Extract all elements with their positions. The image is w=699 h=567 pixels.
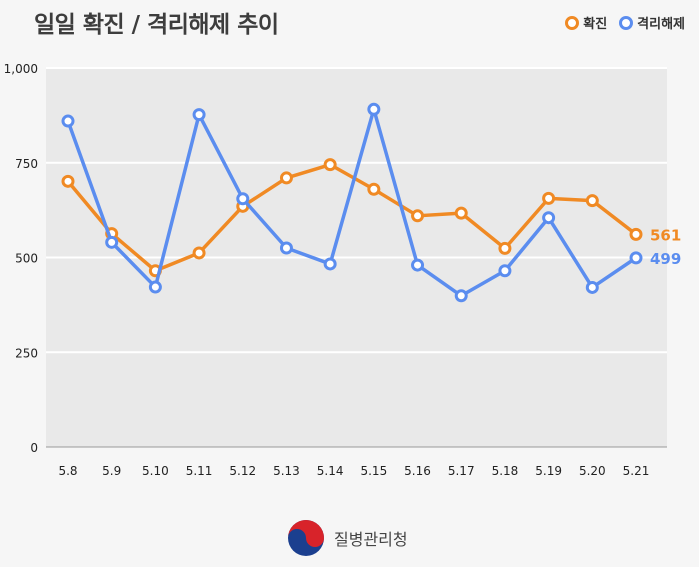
taegeuk-logo-icon (288, 520, 324, 556)
x-tick-label: 5.11 (186, 464, 213, 478)
x-tick-label: 5.14 (317, 464, 344, 478)
series-line-1 (66, 107, 637, 298)
data-point-0 (542, 191, 556, 205)
legend-marker-confirmed (565, 15, 580, 30)
data-point-1 (498, 264, 512, 278)
data-point-0 (192, 246, 206, 260)
x-tick-label: 5.9 (102, 464, 121, 478)
data-point-1 (367, 102, 381, 116)
y-tick-label: 0 (30, 441, 38, 455)
x-tick-label: 5.13 (273, 464, 300, 478)
data-point-1 (542, 211, 556, 225)
legend-item-confirmed: 확진 (565, 13, 607, 32)
end-value-label-1: 499 (650, 250, 681, 268)
x-tick-label: 5.12 (229, 464, 256, 478)
end-value-label-0: 561 (650, 226, 681, 244)
x-tick-label: 5.16 (404, 464, 431, 478)
data-point-1 (105, 235, 119, 249)
data-point-1 (148, 280, 162, 294)
legend-marker-released (619, 15, 634, 30)
data-point-1 (236, 192, 250, 206)
series-line-0 (66, 162, 638, 273)
data-point-1 (585, 280, 599, 294)
y-tick-label: 250 (15, 346, 38, 360)
data-point-0 (61, 174, 75, 188)
data-point-1 (323, 257, 337, 271)
data-point-1 (411, 258, 425, 272)
legend-item-released: 격리해제 (619, 13, 685, 32)
data-point-0 (629, 227, 643, 241)
x-tick-label: 5.21 (623, 464, 650, 478)
legend: 확진 격리해제 (565, 13, 685, 32)
data-point-1 (279, 241, 293, 255)
footer-logo: 질병관리청 (286, 518, 408, 558)
chart-title: 일일 확진 / 격리해제 추이 (34, 12, 279, 38)
data-point-1 (454, 289, 468, 303)
data-point-1 (192, 108, 206, 122)
x-tick-label: 5.17 (448, 464, 475, 478)
x-tick-label: 5.10 (142, 464, 169, 478)
legend-label-confirmed: 확진 (583, 17, 608, 32)
x-tick-label: 5.19 (535, 464, 562, 478)
data-point-1 (629, 251, 643, 265)
data-point-0 (454, 206, 468, 220)
legend-label-released: 격리해제 (637, 17, 685, 32)
x-tick-label: 5.20 (579, 464, 606, 478)
data-point-0 (585, 194, 599, 208)
data-point-0 (279, 171, 293, 185)
x-tick-label: 5.8 (58, 464, 77, 478)
data-point-0 (498, 241, 512, 255)
y-tick-label: 500 (15, 252, 38, 266)
x-tick-label: 5.18 (492, 464, 519, 478)
y-tick-label: 750 (15, 157, 38, 171)
data-point-0 (367, 182, 381, 196)
data-point-0 (323, 158, 337, 172)
data-point-1 (61, 114, 75, 128)
x-tick-label: 5.15 (360, 464, 387, 478)
y-tick-label: 1,000 (4, 62, 38, 76)
data-point-0 (411, 209, 425, 223)
org-name: 질병관리청 (334, 530, 408, 549)
